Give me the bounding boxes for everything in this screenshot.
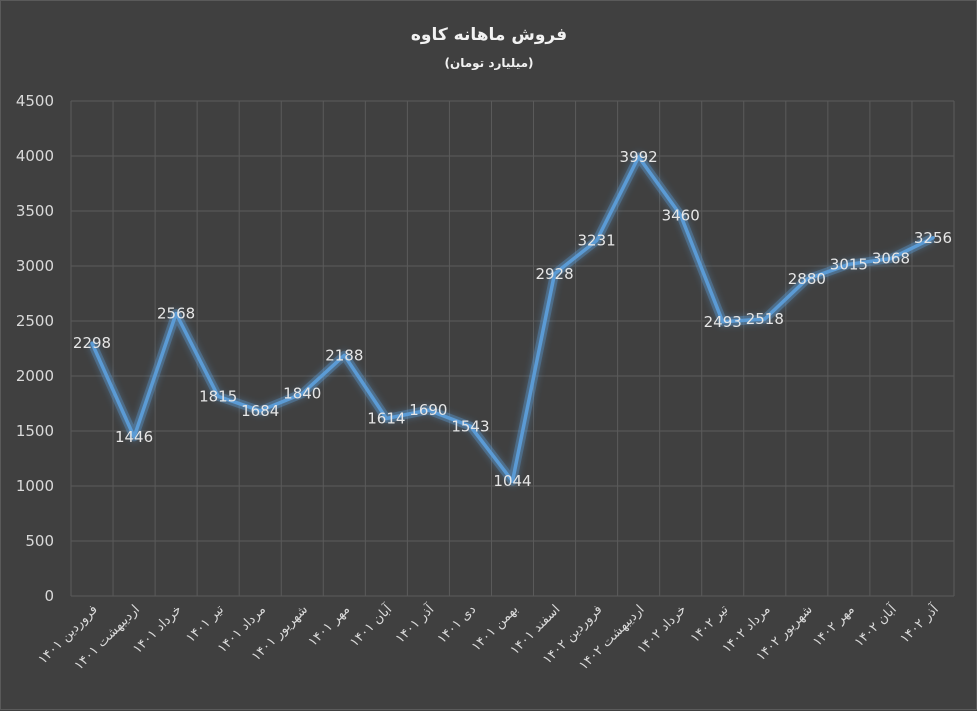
data-label: 1614 bbox=[367, 409, 405, 427]
data-label: 1684 bbox=[241, 402, 279, 420]
data-label: 1543 bbox=[451, 417, 489, 435]
data-label: 3231 bbox=[578, 232, 616, 250]
x-tick-label: آبان ۱۴۰۱ bbox=[346, 600, 396, 650]
data-label: 1690 bbox=[409, 401, 447, 419]
data-label: 3992 bbox=[620, 148, 658, 166]
y-tick-label: 2000 bbox=[16, 367, 54, 385]
y-tick-label: 4000 bbox=[16, 147, 54, 165]
chart-title: فروش ماهانه کاوه bbox=[411, 25, 567, 45]
y-tick-label: 3000 bbox=[16, 257, 54, 275]
data-label: 2518 bbox=[746, 310, 784, 328]
data-label: 1815 bbox=[199, 387, 237, 405]
y-tick-label: 4500 bbox=[16, 92, 54, 110]
x-tick-label: آذر ۱۴۰۲ bbox=[896, 600, 943, 647]
data-label: 1840 bbox=[283, 385, 321, 403]
data-label: 3256 bbox=[914, 229, 952, 247]
data-label: 1044 bbox=[493, 472, 531, 490]
series-line-glow bbox=[92, 157, 933, 481]
y-tick-label: 1500 bbox=[16, 422, 54, 440]
y-tick-label: 500 bbox=[25, 532, 54, 550]
chart-subtitle: (میلیارد تومان) bbox=[444, 56, 533, 71]
series-line-path bbox=[92, 157, 933, 481]
x-tick-label: مهر ۱۴۰۱ bbox=[306, 602, 354, 650]
data-label: 1446 bbox=[115, 428, 153, 446]
data-label: 3460 bbox=[662, 206, 700, 224]
y-tick-label: 2500 bbox=[16, 312, 54, 330]
x-tick-label: آذر ۱۴۰۱ bbox=[391, 600, 438, 647]
data-label: 2880 bbox=[788, 270, 826, 288]
y-tick-label: 0 bbox=[44, 587, 54, 605]
data-label: 3015 bbox=[830, 255, 868, 273]
data-label: 2188 bbox=[325, 346, 363, 364]
x-tick-label: مهر ۱۴۰۲ bbox=[810, 602, 858, 650]
data-label: 2493 bbox=[704, 313, 742, 331]
data-label: 2568 bbox=[157, 305, 195, 323]
series-line bbox=[92, 157, 933, 481]
data-label: 2298 bbox=[73, 334, 111, 352]
x-tick-label: آبان ۱۴۰۲ bbox=[850, 600, 900, 650]
data-label: 2928 bbox=[535, 265, 573, 283]
grid bbox=[71, 101, 954, 596]
y-tick-label: 3500 bbox=[16, 202, 54, 220]
y-axis: 0 500 1000 1500 2000 2500 3000 3500 4000 4500 bbox=[16, 92, 54, 605]
y-tick-label: 1000 bbox=[16, 477, 54, 495]
data-label: 3068 bbox=[872, 250, 910, 268]
